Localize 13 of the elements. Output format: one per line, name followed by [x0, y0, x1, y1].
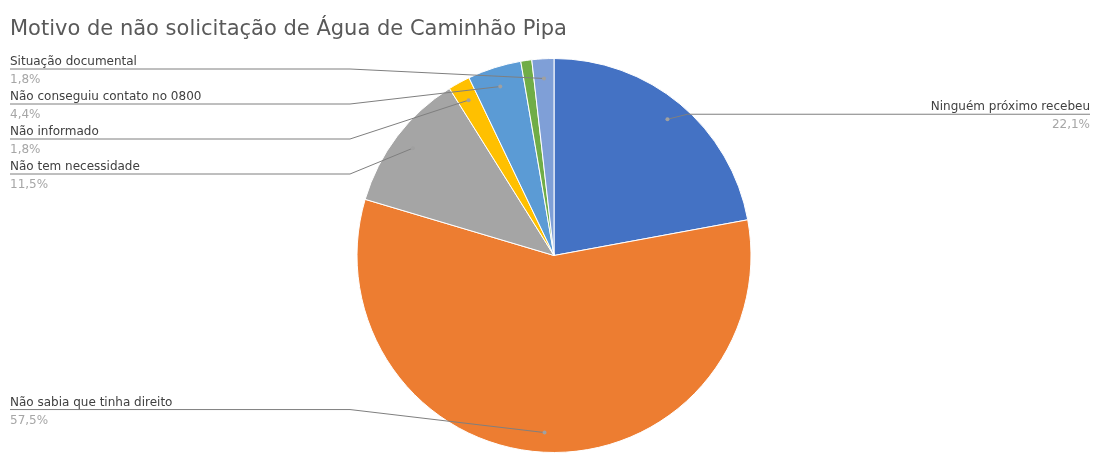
slice-label: Não conseguiu contato no 0800 [10, 89, 202, 103]
slice-label: Não informado [10, 124, 99, 138]
slice-label: Não tem necessidade [10, 159, 140, 173]
slice-label: Ninguém próximo recebeu [930, 99, 1090, 114]
data-label: 11,5% [10, 177, 49, 191]
chart-title: Motivo de não solicitação de Água de Caminhão Pipa [10, 16, 567, 40]
data-label: 1,8% [10, 72, 41, 86]
slice-label: Situação documental [10, 54, 137, 68]
data-label: 57,5% [10, 412, 49, 427]
data-label: 4,4% [10, 107, 41, 121]
data-label: 1,8% [10, 142, 41, 156]
slice-label: Não sabia que tinha direito [10, 394, 173, 409]
data-label: 22,1% [1051, 117, 1090, 132]
